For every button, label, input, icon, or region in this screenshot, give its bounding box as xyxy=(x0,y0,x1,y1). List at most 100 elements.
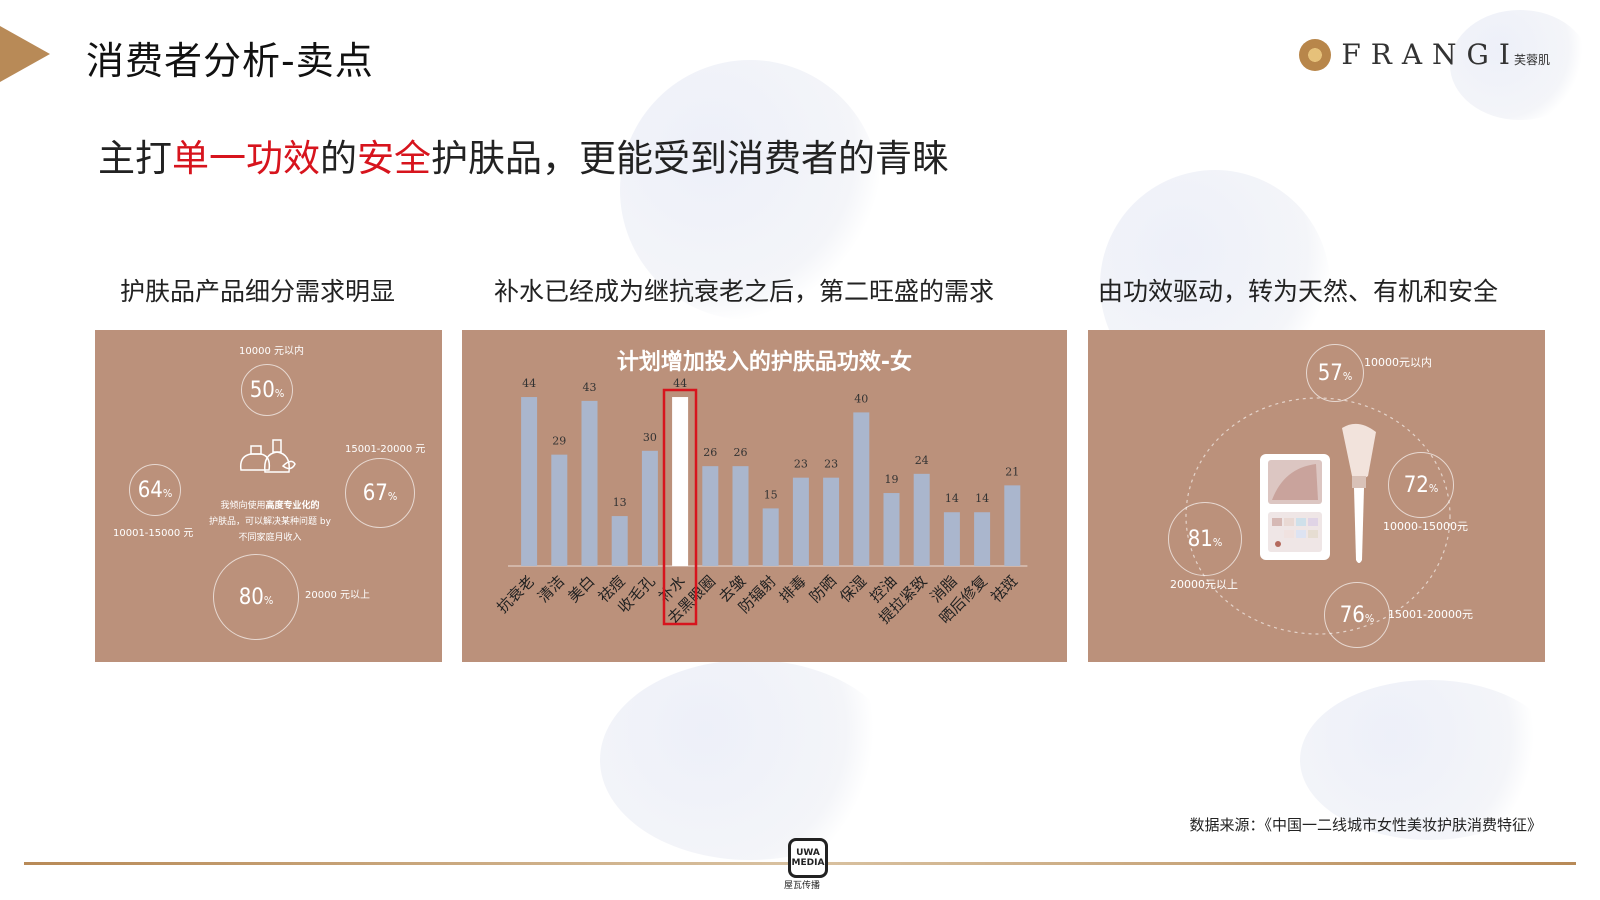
data-label: 14 xyxy=(945,492,959,505)
x-tick-label: 美白 xyxy=(564,572,598,606)
bar xyxy=(521,397,538,566)
bar xyxy=(672,397,689,566)
note-emphasis: 高度专业化的 xyxy=(265,501,320,511)
stat-unit: % xyxy=(162,486,173,500)
highlight-box xyxy=(662,388,698,626)
stat-unit: % xyxy=(387,489,398,503)
bar xyxy=(702,466,719,566)
data-label: 43 xyxy=(583,381,597,394)
data-label: 26 xyxy=(734,446,748,459)
data-label: 30 xyxy=(643,431,657,444)
bar xyxy=(883,493,900,566)
bar xyxy=(551,454,568,566)
stat-value: 64 xyxy=(137,477,163,503)
brand-name-cn: 芙蓉肌 xyxy=(1513,53,1550,67)
data-label: 26 xyxy=(703,446,717,459)
flower-logo-icon xyxy=(1299,38,1332,71)
stat-unit: % xyxy=(1212,535,1223,549)
background-bubble xyxy=(1300,680,1560,840)
bar xyxy=(732,466,749,566)
stat-label: 15001-20000 元 xyxy=(345,444,426,455)
bar xyxy=(853,412,870,566)
data-label: 15 xyxy=(764,488,778,501)
column-title-1: 护肤品产品细分需求明显 xyxy=(120,277,396,306)
x-tick-label: 防晒 xyxy=(806,572,840,606)
stats-panel-trend: 57% 10000元以内 72% 10000-15000元 76% 15001-… xyxy=(1088,330,1545,662)
bar xyxy=(974,512,991,566)
bar xyxy=(762,508,779,566)
note-text: 我倾向使用 xyxy=(220,501,266,511)
column-title-2: 补水已经成为继抗衰老之后，第二旺盛的需求 xyxy=(494,277,995,306)
skincare-bottles-icon xyxy=(239,439,296,473)
column-title-3: 由功效驱动，转为天然、有机和安全 xyxy=(1098,277,1499,306)
data-label: 23 xyxy=(794,458,808,471)
headline: 主打单一功效的安全护肤品，更能受到消费者的青睐 xyxy=(98,128,949,182)
headline-emphasis: 单一功效 xyxy=(172,137,320,180)
x-tick-label: 抗衰老 xyxy=(493,572,538,617)
stat-unit: % xyxy=(263,593,274,607)
stat-label: 10001-15000 元 xyxy=(113,528,194,539)
data-label: 24 xyxy=(915,454,929,467)
stat-value: 81 xyxy=(1187,526,1213,552)
data-label: 23 xyxy=(824,458,838,471)
data-label: 40 xyxy=(854,392,868,405)
headline-part: 主打 xyxy=(98,137,172,180)
stat-label: 10000 元以内 xyxy=(239,346,304,357)
brand-logo: FRANGI 芙蓉肌 xyxy=(1299,38,1550,71)
data-label: 44 xyxy=(522,377,536,390)
headline-emphasis: 安全 xyxy=(357,137,431,180)
uwa-media-cn: 屋瓦传播 xyxy=(784,881,821,891)
bar xyxy=(611,516,628,566)
stat-ring: 72% xyxy=(1388,452,1454,518)
stat-unit: % xyxy=(274,386,285,400)
income-note: 我倾向使用高度专业化的 护肤品，可以解决某种问题 by 不同家庭月收入 xyxy=(202,498,338,546)
stat-ring: 50% xyxy=(241,364,293,416)
stats-panel-income: 10000 元以内 50% 15001-20000 元 67% 80% 2000… xyxy=(95,330,442,662)
stat-value: 67 xyxy=(362,480,388,506)
stat-value: 57 xyxy=(1317,360,1343,386)
stat-value: 76 xyxy=(1339,602,1365,628)
stat-label: 15001-20000元 xyxy=(1388,608,1473,621)
stat-ring: 67% xyxy=(345,458,415,528)
data-label: 13 xyxy=(613,496,627,509)
background-bubble xyxy=(1450,10,1590,120)
stat-ring: 64% xyxy=(129,464,181,516)
stat-value: 72 xyxy=(1403,472,1429,498)
stat-label: 20000 元以上 xyxy=(305,590,370,601)
note-text: 护肤品，可以解决某种问题 by xyxy=(209,517,331,527)
data-label: 44 xyxy=(673,377,687,390)
data-source: 数据来源：《中国一二线城市女性美妆护肤消费特征》 xyxy=(1189,816,1542,834)
headline-part: 护肤品，更能受到消费者的青睐 xyxy=(431,137,949,180)
bar xyxy=(792,477,809,566)
uwa-media-logo: UWA MEDIA xyxy=(788,838,828,878)
data-label: 19 xyxy=(885,473,899,486)
bar xyxy=(1004,485,1021,566)
makeup-palette-icon xyxy=(1260,423,1376,563)
bar xyxy=(943,512,960,566)
stat-unit: % xyxy=(1342,369,1353,383)
stat-label: 20000元以上 xyxy=(1170,578,1238,591)
corner-marker xyxy=(0,26,50,82)
stat-ring: 76% xyxy=(1324,582,1390,648)
x-tick-label: 排毒 xyxy=(776,572,810,606)
data-label: 21 xyxy=(1005,465,1019,478)
stat-unit: % xyxy=(1428,481,1439,495)
page-title: 消费者分析-卖点 xyxy=(86,39,374,83)
data-label: 14 xyxy=(975,492,989,505)
bar-chart: 44抗衰老29清洁43美白13祛痘30收毛孔44补水26去黑眼圈26去皱15防辐… xyxy=(493,377,1028,627)
stat-ring: 81% xyxy=(1168,502,1242,576)
stat-unit: % xyxy=(1364,611,1375,625)
stat-label: 10000-15000元 xyxy=(1383,520,1468,533)
background-bubble xyxy=(600,660,900,860)
x-tick-label: 保湿 xyxy=(836,572,870,606)
headline-part: 的 xyxy=(320,137,357,180)
bar xyxy=(913,473,930,566)
x-tick-label: 祛斑 xyxy=(987,572,1021,606)
stat-value: 80 xyxy=(238,584,264,610)
bar xyxy=(823,477,840,566)
note-text: 不同家庭月收入 xyxy=(238,533,302,543)
stat-ring: 80% xyxy=(213,554,299,640)
bar xyxy=(641,450,658,566)
chart-title: 计划增加投入的护肤品功效-女 xyxy=(616,350,913,375)
stat-label: 10000元以内 xyxy=(1364,356,1432,369)
